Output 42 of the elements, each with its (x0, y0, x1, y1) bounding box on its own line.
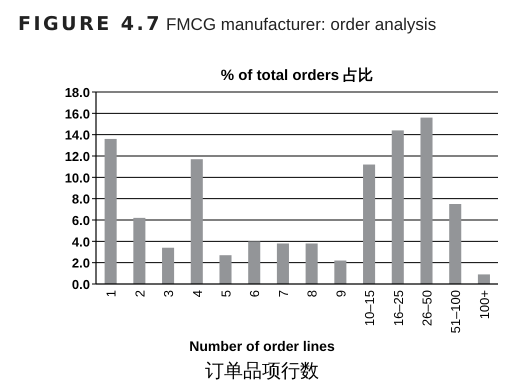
bar (162, 248, 174, 284)
x-tick-label: 7 (276, 290, 291, 298)
y-tick-label: 18.0 (64, 85, 90, 100)
bar (392, 130, 404, 284)
x-tick-label: 16–25 (390, 290, 406, 326)
x-tick-label: 26–50 (420, 290, 434, 326)
y-tick-label: 4.0 (72, 234, 90, 250)
x-axis-title: Number of order lines 订单品项行数 (189, 338, 335, 382)
x-tick-label: 1 (104, 290, 119, 298)
x-tick-label: 6 (247, 290, 262, 298)
bar (478, 274, 490, 284)
bar (133, 218, 146, 284)
y-tick-label: 8.0 (72, 192, 90, 207)
y-tick-label: 12.0 (64, 149, 90, 164)
bar (248, 241, 260, 284)
x-tick-label: 100+ (476, 290, 492, 320)
bar (219, 255, 232, 284)
bar (449, 204, 462, 284)
bar (104, 138, 117, 284)
y-tick-label: 16.0 (64, 106, 90, 122)
x-tick-label: 8 (304, 290, 320, 298)
x-tick-label: 2 (132, 290, 148, 298)
bar (363, 164, 376, 284)
bar (334, 260, 346, 284)
x-tick-label: 9 (333, 290, 348, 298)
y-axis-title: % of total orders 占比 (220, 67, 374, 84)
bar (306, 243, 318, 284)
x-tick-label: 4 (190, 290, 205, 298)
bar (420, 118, 433, 284)
y-tick-label: 6.0 (72, 213, 90, 228)
bar (276, 243, 289, 284)
x-tick-label: 3 (161, 290, 176, 298)
y-tick-label: 2.0 (72, 256, 90, 271)
x-tick-label: 51–100 (448, 290, 464, 334)
chart-subtitle: FMCG manufacturer: order analysis (166, 15, 436, 34)
bar (190, 159, 203, 284)
chart-title: FIGURE 4.7 (18, 13, 162, 35)
y-tick-label: 10.0 (64, 170, 90, 186)
x-tick-label: 10–15 (362, 290, 378, 326)
y-tick-label: 14.0 (64, 128, 90, 143)
y-tick-label: 0.0 (72, 277, 90, 292)
x-tick-label: 5 (218, 290, 234, 298)
